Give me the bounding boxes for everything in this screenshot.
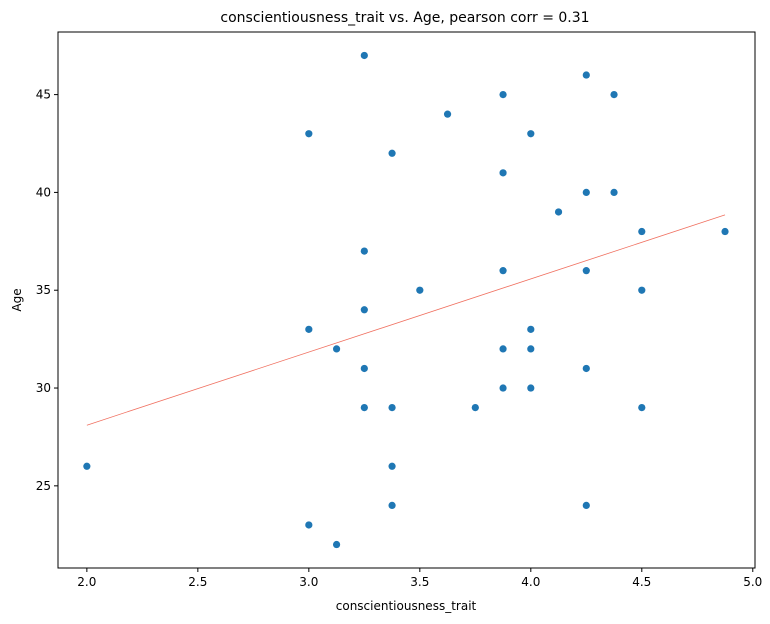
plot-area bbox=[57, 31, 756, 569]
data-point bbox=[360, 364, 368, 373]
data-point bbox=[388, 403, 396, 412]
data-point bbox=[610, 90, 618, 99]
data-point bbox=[360, 51, 368, 60]
data-point bbox=[499, 267, 507, 275]
data-point bbox=[527, 130, 535, 138]
x-tick-label: 2.0 bbox=[77, 575, 96, 589]
data-point bbox=[443, 110, 452, 118]
y-tick-label: 35 bbox=[36, 283, 51, 297]
data-point bbox=[582, 501, 590, 510]
y-tick-label: 40 bbox=[36, 185, 51, 199]
x-tick-label: 3.0 bbox=[299, 575, 318, 589]
data-point bbox=[360, 306, 368, 314]
y-tick-label: 25 bbox=[36, 479, 51, 493]
x-tick-label: 5.0 bbox=[743, 575, 762, 589]
data-point bbox=[638, 403, 646, 412]
data-point bbox=[360, 403, 368, 412]
y-axis: 25 30 35 40 45 bbox=[36, 88, 58, 493]
x-tick-label: 3.5 bbox=[410, 575, 429, 589]
data-point bbox=[499, 169, 507, 177]
x-axis-title: conscientiousness_trait bbox=[336, 599, 477, 613]
data-point bbox=[305, 130, 313, 138]
y-tick-label: 45 bbox=[36, 88, 51, 102]
data-point bbox=[527, 384, 535, 392]
data-point bbox=[582, 188, 590, 197]
data-point bbox=[527, 325, 535, 333]
data-point bbox=[471, 403, 479, 412]
points-layer bbox=[83, 51, 729, 549]
data-point bbox=[554, 208, 563, 216]
data-point bbox=[582, 71, 590, 79]
data-point bbox=[499, 345, 507, 353]
data-point bbox=[499, 90, 507, 99]
data-point bbox=[388, 462, 396, 470]
data-point bbox=[721, 227, 729, 236]
data-point bbox=[582, 267, 590, 275]
data-point bbox=[388, 501, 396, 510]
x-tick-label: 4.5 bbox=[632, 575, 651, 589]
x-tick-label: 4.0 bbox=[521, 575, 540, 589]
data-point bbox=[332, 540, 341, 549]
data-point bbox=[638, 286, 646, 294]
trend-line bbox=[86, 214, 726, 426]
y-axis-title: Age bbox=[10, 288, 24, 311]
data-point bbox=[388, 149, 396, 157]
data-point bbox=[527, 345, 535, 353]
data-point bbox=[83, 462, 91, 470]
data-point bbox=[610, 188, 618, 197]
data-point bbox=[305, 521, 313, 529]
y-tick-label: 30 bbox=[36, 381, 51, 395]
data-point bbox=[416, 286, 424, 294]
data-point bbox=[499, 384, 507, 392]
x-tick-label: 2.5 bbox=[188, 575, 207, 589]
data-point bbox=[332, 345, 341, 353]
trend-layer bbox=[86, 214, 726, 426]
chart-title: conscientiousness_trait vs. Age, pearson… bbox=[220, 10, 589, 26]
data-point bbox=[305, 325, 313, 333]
data-point bbox=[360, 247, 368, 255]
data-point bbox=[638, 227, 646, 236]
data-point bbox=[582, 364, 590, 373]
x-axis: 2.0 2.5 3.0 3.5 4.0 4.5 5.0 bbox=[77, 568, 762, 589]
